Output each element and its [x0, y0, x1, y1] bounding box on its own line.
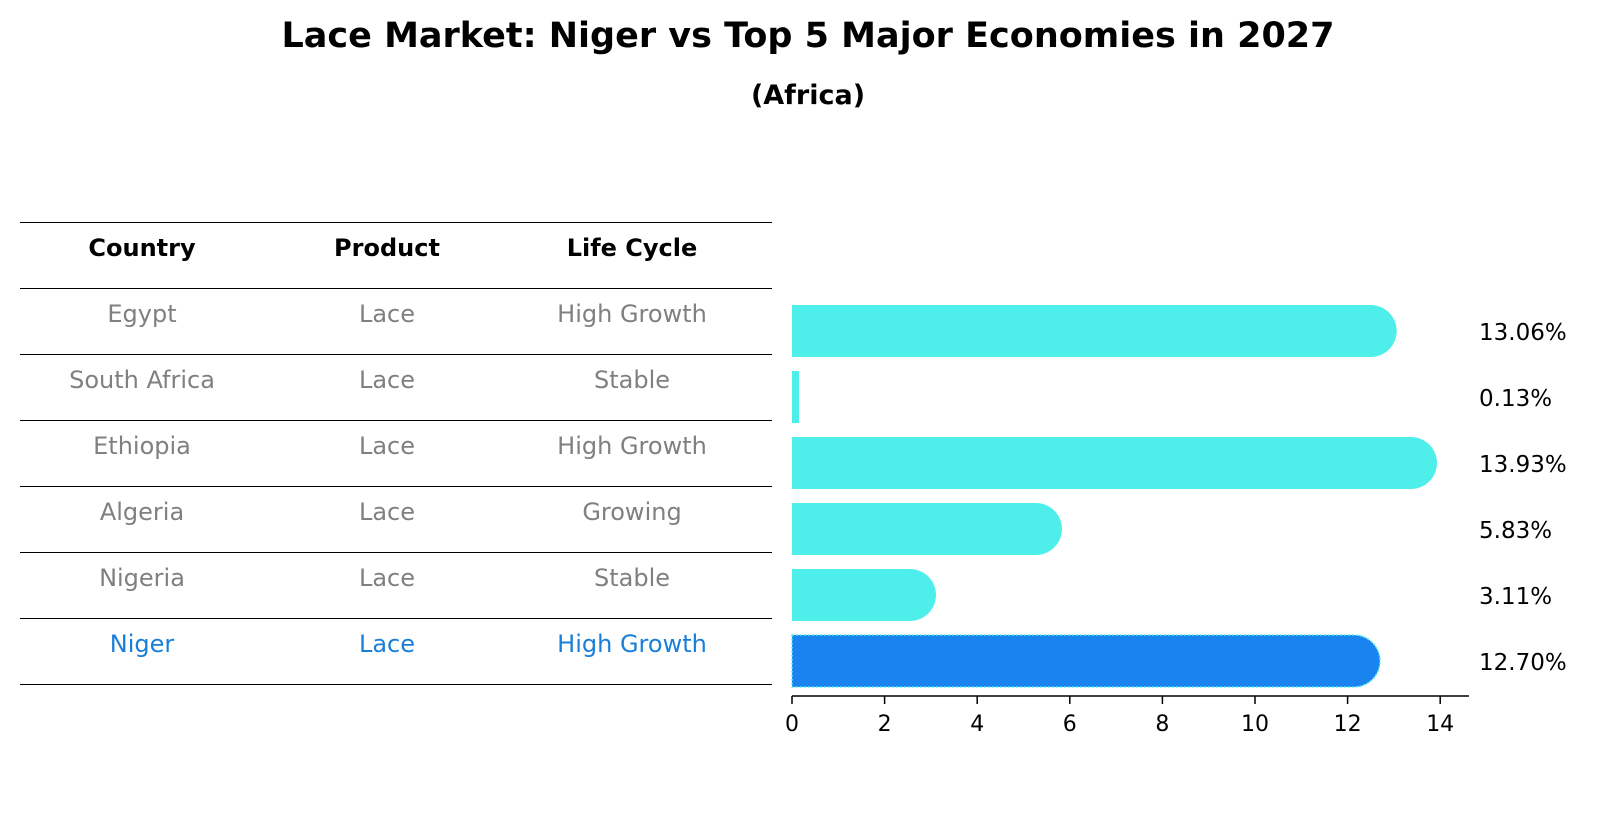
table-rule	[20, 486, 772, 487]
row-product-highlight: Lace	[358, 630, 416, 658]
table-rule	[20, 552, 772, 553]
row-product: Lace	[358, 366, 416, 394]
row-product: Lace	[358, 564, 416, 592]
x-tick-label: 6	[1063, 712, 1077, 737]
row-product: Lace	[358, 498, 416, 526]
table-rule	[20, 288, 772, 289]
row-country: Egypt	[107, 300, 177, 328]
table-rule	[20, 618, 772, 619]
x-tick-label: 4	[970, 712, 984, 737]
x-tick-label: 8	[1155, 712, 1169, 737]
row-product: Lace	[358, 432, 416, 460]
bar-highlight	[791, 634, 1381, 688]
row-life-cycle: High Growth	[557, 300, 707, 328]
row-product: Lace	[358, 300, 416, 328]
table-rule	[20, 684, 772, 685]
table-rule	[20, 222, 772, 223]
chart-title: Lace Market: Niger vs Top 5 Major Econom…	[281, 16, 1335, 56]
row-life-cycle: High Growth	[557, 432, 707, 460]
bar	[792, 437, 1437, 489]
header-product: Product	[334, 234, 440, 262]
value-label: 5.83%	[1479, 518, 1552, 544]
bar	[792, 503, 1062, 555]
x-tick-label: 2	[878, 712, 892, 737]
table-rule	[20, 354, 772, 355]
x-tick-label: 12	[1334, 712, 1362, 737]
row-country: Nigeria	[99, 564, 185, 592]
x-tick-label: 0	[785, 712, 799, 737]
bar	[792, 569, 936, 621]
value-label: 13.06%	[1479, 320, 1567, 346]
bar	[792, 305, 1397, 357]
row-country: Ethiopia	[93, 432, 191, 460]
x-tick-label: 14	[1426, 712, 1454, 737]
row-life-cycle: Growing	[582, 498, 682, 526]
value-label: 13.93%	[1479, 452, 1567, 478]
chart-subtitle: (Africa)	[750, 80, 866, 111]
row-life-cycle-highlight: High Growth	[557, 630, 707, 658]
row-country-highlight: Niger	[109, 630, 175, 658]
value-label: 12.70%	[1479, 650, 1567, 676]
x-tick-label: 10	[1241, 712, 1269, 737]
row-country: South Africa	[69, 366, 215, 394]
value-label: 3.11%	[1479, 584, 1552, 610]
row-life-cycle: Stable	[593, 564, 671, 592]
header-life-cycle: Life Cycle	[566, 234, 698, 262]
bar	[792, 371, 799, 423]
value-label: 0.13%	[1479, 386, 1552, 412]
row-life-cycle: Stable	[593, 366, 671, 394]
header-country: Country	[88, 234, 196, 262]
table-rule	[20, 420, 772, 421]
row-country: Algeria	[99, 498, 185, 526]
